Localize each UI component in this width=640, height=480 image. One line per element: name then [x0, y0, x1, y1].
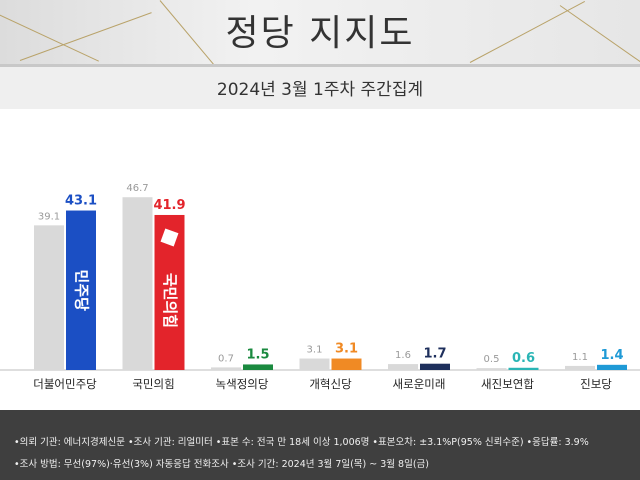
bar-previous	[122, 197, 153, 370]
data-label-previous: 1.1	[572, 352, 588, 363]
data-label-previous: 46.7	[126, 183, 148, 194]
x-tick-label: 더불어민주당	[33, 377, 97, 391]
data-label-previous: 3.1	[307, 345, 323, 356]
party-logo-text: 국민의힘	[161, 273, 179, 328]
footer-line-2: •조사 방법: 무선(97%)·유선(3%) 자동응답 전화조사 •조사 기간:…	[14, 459, 429, 470]
bar-previous	[476, 368, 507, 370]
data-label-current: 3.1	[335, 342, 358, 357]
data-label-current: 41.9	[153, 198, 185, 213]
subtitle-band: 2024년 3월 1주차 주간집계	[0, 64, 640, 109]
bar-current	[66, 210, 96, 370]
header-banner: 정당 지지도	[0, 0, 640, 64]
chart-subtitle: 2024년 3월 1주차 주간집계	[216, 80, 424, 100]
x-tick-label: 진보당	[580, 377, 612, 391]
data-label-previous: 0.5	[484, 354, 500, 365]
bar-previous	[565, 365, 595, 370]
footer-line-1: •의뢰 기관: 에너지경제신문 •조사 기관: 리얼미터 •표본 수: 전국 만…	[14, 437, 589, 448]
x-tick-label: 녹색정의당	[216, 377, 269, 391]
bar-chart: 39.1 43.1 더불어민주당 46.7 41.9 국민의힘 0.7 1.5 녹색정의당 3.1…	[0, 183, 640, 391]
data-label-current: 0.6	[512, 351, 535, 366]
bar-current	[508, 367, 539, 370]
data-label-previous: 0.7	[218, 353, 234, 364]
bar-previous	[211, 367, 241, 370]
data-label-current: 1.4	[600, 348, 623, 363]
x-tick-label: 새로운미래	[393, 377, 446, 391]
bar-current	[597, 364, 627, 370]
data-label-current: 1.5	[246, 347, 269, 362]
x-tick-label: 개혁신당	[309, 377, 352, 391]
bar-previous	[299, 358, 330, 370]
page-title: 정당 지지도	[225, 13, 415, 54]
bar-current	[243, 364, 273, 370]
chart-area: 39.1 43.1 더불어민주당 46.7 41.9 국민의힘 0.7 1.5 녹색정의당 3.1…	[0, 106, 640, 410]
data-label-current: 1.7	[423, 347, 446, 362]
x-tick-label: 국민의힘	[132, 377, 174, 391]
bar-current	[331, 358, 362, 370]
bar-previous	[388, 364, 418, 370]
footer-notes: •의뢰 기관: 에너지경제신문 •조사 기관: 리얼미터 •표본 수: 전국 만…	[0, 410, 640, 480]
data-label-previous: 39.1	[38, 211, 60, 222]
data-label-previous: 1.6	[395, 350, 411, 361]
party-logo-mark	[160, 228, 179, 247]
party-logo-text: 민주당	[73, 270, 91, 312]
data-label-current: 43.1	[65, 194, 97, 209]
bar-current	[420, 363, 450, 370]
bar-previous	[34, 225, 64, 370]
x-tick-label: 새진보연합	[481, 377, 534, 391]
